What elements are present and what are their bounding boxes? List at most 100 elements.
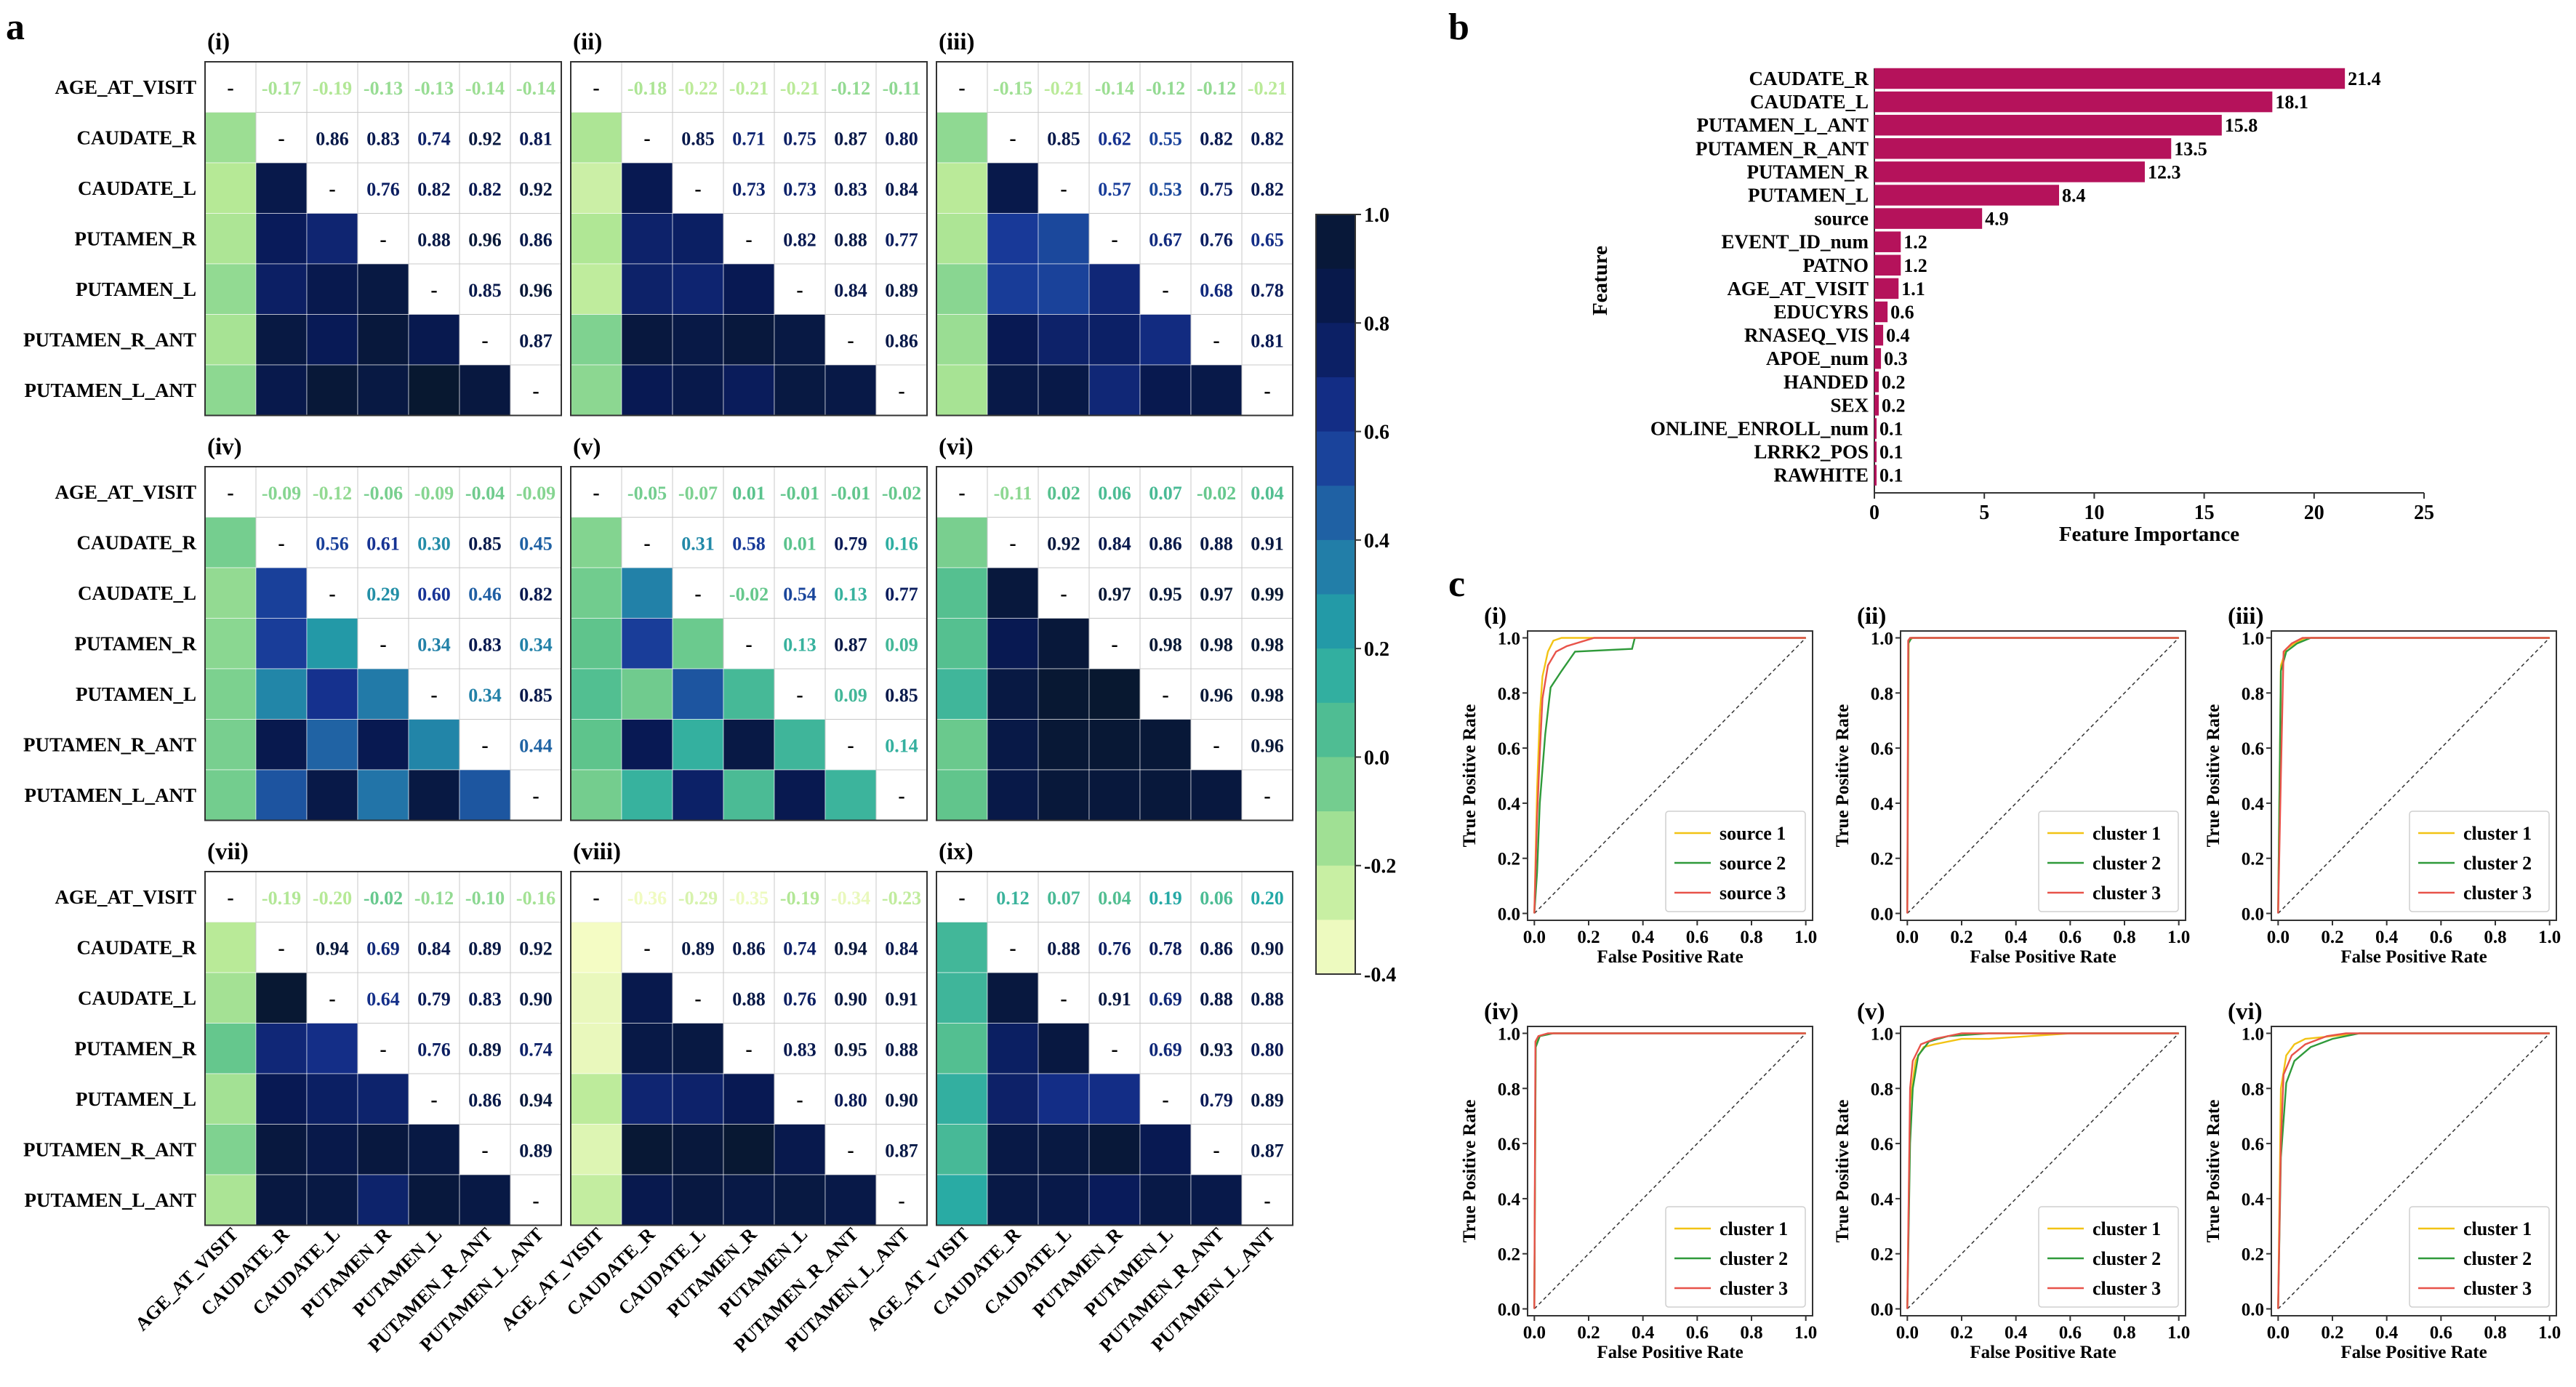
heatmap-value: -0.09 xyxy=(262,483,301,504)
heatmap-diagonal: - xyxy=(329,988,335,1010)
heatmap-value: -0.13 xyxy=(414,78,454,99)
roc-x-tick-label: 0.0 xyxy=(1523,1323,1546,1343)
heatmap-value: 0.14 xyxy=(885,735,918,756)
heatmap-cell xyxy=(672,972,724,1024)
heatmap-cell xyxy=(570,922,622,973)
heatmap-value: 0.82 xyxy=(417,179,451,200)
roc-y-tick-label: 0.4 xyxy=(1498,1190,1521,1210)
bar-category-label: PUTAMEN_R xyxy=(1747,161,1869,182)
heatmap-cell xyxy=(1190,1023,1243,1074)
heatmap-cell xyxy=(1088,922,1141,973)
bar-value-label: 0.3 xyxy=(1884,348,1908,369)
roc-chance-line xyxy=(2277,1032,2551,1310)
bar-category-label: RAWHITE xyxy=(1773,465,1869,486)
heatmap-cell xyxy=(723,314,775,366)
heatmap-value: 0.67 xyxy=(1149,229,1182,250)
heatmap-label: (iii) xyxy=(939,29,974,55)
heatmap-cell xyxy=(306,1023,358,1074)
roc-y-axis-title: True Positive Rate xyxy=(2204,704,2223,848)
heatmap-cell xyxy=(824,213,877,265)
roc-legend-box xyxy=(2038,811,2179,912)
heatmap-value: 0.54 xyxy=(783,584,816,605)
heatmap-cell xyxy=(204,972,257,1024)
heatmap-value: 0.89 xyxy=(468,938,502,959)
heatmap-cell xyxy=(987,668,1039,720)
heatmap-cell xyxy=(204,517,257,568)
heatmap-diagonal: - xyxy=(380,633,386,656)
roc-x-tick-label: 0.8 xyxy=(1740,1323,1762,1343)
roc-x-axis-title: False Positive Rate xyxy=(1970,1343,2116,1362)
heatmap-value: 0.86 xyxy=(885,330,918,351)
heatmap-value: 0.68 xyxy=(1200,280,1233,301)
heatmap-cell xyxy=(1190,567,1243,619)
heatmap-diagonal: - xyxy=(380,228,386,251)
colorbar-tick-label: 0.6 xyxy=(1364,422,1389,444)
heatmap-value: 0.81 xyxy=(519,128,553,149)
heatmap-row-label: PUTAMEN_L xyxy=(76,1088,196,1110)
bar xyxy=(1874,324,1884,346)
heatmap-value: 0.96 xyxy=(519,280,553,301)
heatmap-cell xyxy=(1241,162,1293,214)
heatmap-value: 0.55 xyxy=(1149,128,1182,149)
heatmap-value: 0.84 xyxy=(885,179,918,200)
heatmap-cell xyxy=(570,668,622,720)
heatmap-diagonal: - xyxy=(1264,785,1270,808)
heatmap-value: 0.01 xyxy=(732,483,766,504)
heatmap-cell xyxy=(570,1174,622,1226)
heatmap-cell xyxy=(459,567,511,619)
colorbar-tick-label: -0.2 xyxy=(1364,856,1396,878)
heatmap-cell xyxy=(824,263,877,315)
heatmap-diagonal: - xyxy=(532,785,539,808)
heatmap-cell xyxy=(510,668,562,720)
heatmap-cell xyxy=(408,263,460,315)
heatmap-value: 0.13 xyxy=(783,634,816,655)
heatmap-value: 0.88 xyxy=(1047,938,1080,959)
heatmap-diagonal: - xyxy=(481,1139,488,1162)
heatmap-cell xyxy=(774,972,826,1024)
heatmap-cell xyxy=(357,162,409,214)
heatmap-frame xyxy=(936,61,1293,417)
roc-legend-label: cluster 1 xyxy=(2093,1218,2161,1239)
heatmap-frame xyxy=(936,466,1293,821)
heatmap-value: 0.06 xyxy=(1098,483,1131,504)
heatmap-cell xyxy=(936,112,988,164)
heatmap-value: 0.88 xyxy=(1251,989,1284,1010)
heatmap-cell xyxy=(204,668,257,720)
heatmap-cell xyxy=(875,1073,928,1125)
roc-legend-label: cluster 2 xyxy=(2093,853,2161,874)
heatmap-6: (vi) - -0.11 0.02 0.06 0.07 -0.02 0.04 - 0.92 0.84… xyxy=(936,434,1293,821)
heatmap-cell xyxy=(1241,517,1293,568)
colorbar: 1.0 0.8 0.6 0.4 0.2 0.0 -0.2 -0.4 xyxy=(1315,204,1396,986)
heatmap-cell xyxy=(936,1023,988,1074)
heatmap-frame xyxy=(570,871,928,1226)
roc-legend-box xyxy=(2038,1206,2179,1308)
roc-curve xyxy=(1533,637,1806,914)
heatmap-value: -0.11 xyxy=(994,483,1032,504)
heatmap-value: 0.85 xyxy=(1047,128,1080,149)
heatmap-value: -0.01 xyxy=(831,483,870,504)
heatmap-value: 0.93 xyxy=(1200,1039,1233,1060)
colorbar-segment xyxy=(1316,268,1355,323)
heatmap-cell xyxy=(1088,668,1141,720)
heatmap-value: 0.74 xyxy=(519,1039,553,1060)
heatmap-cell xyxy=(306,1174,358,1226)
bar-category-label: ONLINE_ENROLL_num xyxy=(1650,418,1869,440)
heatmap-cell xyxy=(875,112,928,164)
heatmap-row-label: PUTAMEN_R xyxy=(75,1037,197,1059)
heatmap-cell xyxy=(255,769,308,821)
roc-y-tick-label: 0.8 xyxy=(2242,1080,2264,1099)
heatmap-value: -0.21 xyxy=(1044,78,1083,99)
heatmap-cell xyxy=(875,972,928,1024)
bar-value-label: 0.2 xyxy=(1882,395,1906,416)
panel-label-c: c xyxy=(1448,563,1465,605)
heatmap-cell xyxy=(408,769,460,821)
heatmap-cell xyxy=(672,112,724,164)
heatmap-diagonal: - xyxy=(593,887,599,909)
heatmap-diagonal: - xyxy=(694,178,701,201)
heatmap-cell xyxy=(672,263,724,315)
heatmap-value: 0.98 xyxy=(1149,634,1182,655)
roc-legend-label: cluster 3 xyxy=(1720,1278,1788,1299)
heatmap-value: 0.85 xyxy=(885,685,918,706)
heatmap-diagonal: - xyxy=(745,228,752,251)
heatmap-diagonal: - xyxy=(278,937,284,960)
